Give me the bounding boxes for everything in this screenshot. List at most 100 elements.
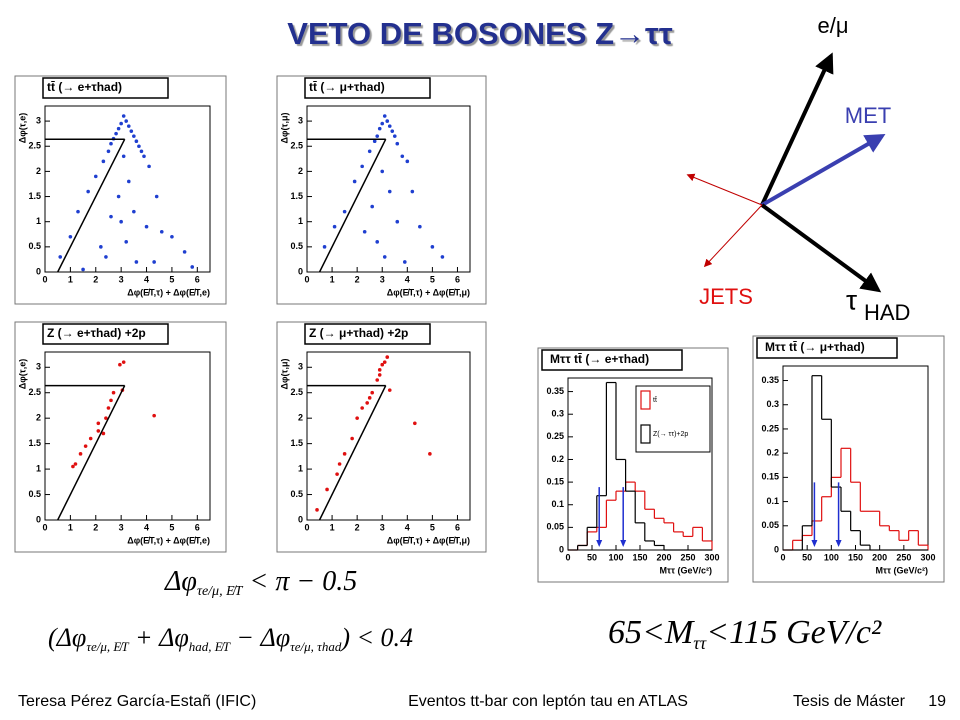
point [360, 406, 364, 410]
y-tick-label: 0.3 [551, 409, 564, 419]
point [132, 209, 136, 214]
plot-pad [14, 75, 227, 305]
point [111, 390, 116, 395]
x-tick-label: 250 [680, 552, 695, 562]
x-tick-label: 5 [169, 274, 174, 284]
plot-pad [276, 321, 487, 553]
x-axis-label: Δφ(E̸T,τ) + Δφ(E̸T,μ) [387, 287, 470, 297]
x-tick-label: 4 [144, 274, 149, 284]
point [124, 240, 129, 244]
x-tick-label: 3 [380, 522, 385, 532]
point [144, 224, 149, 229]
x-tick-label: 4 [405, 274, 410, 284]
y-tick-label: 0.25 [546, 431, 564, 441]
point [322, 245, 327, 249]
formula: (Δφτe/μ, E̸T + Δφhad, E̸T − Δφτe/μ, τhad… [48, 623, 413, 654]
point [325, 487, 329, 492]
point [365, 401, 369, 405]
point [147, 164, 151, 169]
point [360, 164, 364, 169]
y-tick-label: 2.5 [28, 141, 41, 151]
y-tick-label: 1 [298, 463, 303, 473]
formula-sub: had, E̸T [189, 639, 231, 654]
formula-sub: τe/μ, τhad [290, 639, 342, 654]
x-axis-label: Δφ(E̸T,τ) + Δφ(E̸T,e) [127, 535, 210, 545]
point [78, 452, 83, 456]
point [104, 255, 108, 259]
vector-diagram: e/μ MET JETS τ HAD [686, 13, 910, 325]
point [114, 131, 118, 136]
point [315, 508, 319, 512]
y-tick-label: 0 [774, 544, 779, 554]
x-tick-label: 150 [632, 552, 647, 562]
point [119, 121, 123, 126]
formula-part: 65<M [608, 614, 695, 651]
legend-box [635, 385, 711, 453]
plot-area [306, 105, 471, 273]
footer-author: Teresa Pérez García-Estañ (IFIC) [18, 693, 256, 710]
point [377, 368, 382, 372]
y-tick-label: 0.35 [546, 386, 564, 396]
y-tick-label: 2.5 [290, 387, 303, 397]
y-tick-label: 0 [559, 544, 564, 554]
y-tick-label: 0.2 [551, 454, 564, 464]
point [139, 149, 144, 154]
x-tick-label: 5 [169, 522, 174, 532]
lepton-vector [760, 52, 834, 206]
formula: Δφτe/μ, E̸T < π − 0.5 [164, 566, 357, 599]
y-tick-label: 2.5 [290, 141, 303, 151]
plot-area [44, 105, 211, 273]
y-tick-label: 0.05 [761, 520, 779, 530]
plot: Mττ tt̄ (→ μ+τhad) 0 50 100 150 200 250 300 0 0.0… [752, 335, 945, 583]
y-tick-label: 3 [36, 362, 41, 372]
point [152, 260, 156, 264]
cut-line [57, 385, 126, 521]
point [377, 126, 382, 131]
y-tick-label: 2.5 [28, 387, 41, 397]
footer-thesis: Tesis de Máster [793, 693, 906, 710]
plot-area [44, 351, 211, 521]
y-tick-label: 0.2 [766, 448, 779, 458]
point [142, 154, 146, 159]
x-tick-label: 1 [330, 274, 335, 284]
point [335, 472, 339, 476]
formula-part: Δφ [164, 566, 197, 597]
point [170, 234, 174, 239]
x-tick-label: 300 [704, 552, 719, 562]
point [430, 245, 435, 249]
y-tick-label: 1.5 [28, 438, 41, 448]
x-tick-label: 2 [355, 522, 360, 532]
x-tick-label: 6 [195, 274, 200, 284]
point [68, 234, 73, 239]
point [129, 129, 134, 133]
point [58, 255, 63, 259]
x-tick-label: 4 [144, 522, 149, 532]
y-tick-label: 0 [298, 514, 303, 524]
point [152, 413, 156, 418]
point [375, 240, 380, 244]
tau-label: τ [846, 284, 857, 315]
x-tick-label: 0 [42, 274, 47, 284]
point [93, 174, 98, 179]
point [88, 436, 93, 441]
y-axis-label: Δφ(τ,e) [17, 359, 27, 389]
point [109, 141, 113, 146]
plot: tt̄ (→ e+τhad)0 1 2 3 4 5 600.511.522.53Δφ(E̸T… [14, 75, 227, 305]
cut-arrow-head [620, 540, 627, 547]
hist-riser [577, 382, 665, 550]
point [182, 250, 187, 254]
formula-sub: τe/μ, E̸T [197, 584, 244, 599]
x-tick-label: 2 [355, 274, 360, 284]
point [350, 436, 354, 441]
point [377, 373, 382, 377]
y-tick-label: 1 [36, 463, 41, 473]
legend-swatch [640, 424, 651, 444]
point [126, 179, 131, 184]
met-vector [761, 134, 886, 207]
y-tick-label: 0.1 [551, 499, 564, 509]
plot-title-box [42, 77, 169, 99]
slide-title: VETO DE BOSONES Z→ττ [287, 16, 673, 51]
formula-part: ) < 0.4 [339, 623, 413, 652]
y-tick-label: 0.5 [28, 241, 41, 251]
